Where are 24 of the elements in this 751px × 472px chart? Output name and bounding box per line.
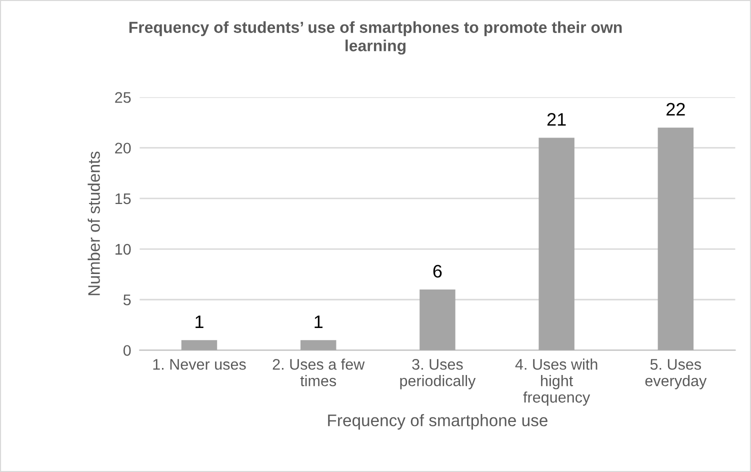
y-tick-label: 15	[116, 193, 131, 204]
data-label: 21	[547, 113, 566, 126]
bar	[658, 128, 694, 350]
x-tick-label: 2. Uses a few times	[272, 358, 365, 386]
x-tick-label: 5. Uses everyday	[645, 359, 707, 390]
x-tick-label: 1. Never uses	[153, 359, 246, 370]
bar	[420, 290, 456, 350]
y-tick-label: 20	[115, 142, 131, 154]
y-tick-label: 0	[123, 345, 131, 356]
data-label: 1	[314, 316, 322, 328]
y-tick-label: 5	[123, 294, 131, 306]
chart-title: Frequency of students’ use of smartphones to promote their own learning	[129, 21, 622, 55]
data-label: 1	[196, 316, 204, 328]
data-label: 6	[433, 264, 442, 278]
bar	[300, 340, 336, 350]
x-tick-label: 4. Uses with hight frequency	[515, 358, 598, 406]
y-tick-label: 10	[116, 244, 131, 255]
x-axis-title: Frequency of smartphone use	[328, 414, 548, 430]
bar	[181, 340, 218, 350]
y-axis-title: Number of students	[88, 152, 100, 296]
y-tick-label: 25	[115, 92, 131, 103]
bar	[538, 138, 574, 350]
data-label: 22	[666, 102, 685, 116]
x-tick-label: 3. Uses periodically	[400, 358, 476, 390]
